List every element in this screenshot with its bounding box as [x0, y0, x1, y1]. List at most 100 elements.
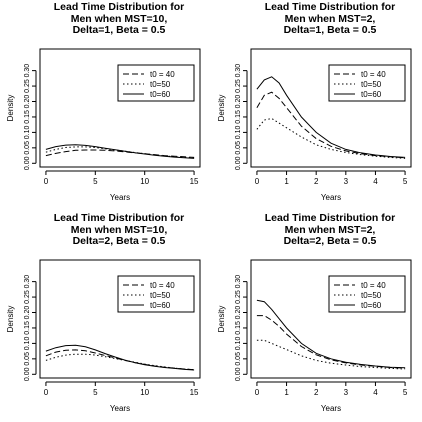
chart-panel-4: Lead Time Distribution for Men when MST=…: [211, 211, 422, 422]
chart-3-plot: 0 5 10 15 Years 0.000.05 0.100.150.20 0.250.30 D…: [6, 259, 201, 413]
chart-title-line: Men when MST=10,: [70, 12, 168, 25]
series-line: [256, 339, 406, 370]
x-tick-label: 0: [44, 177, 49, 186]
x-tick-label: 5: [93, 388, 98, 397]
chart-title-line: Men when MST=2,: [284, 223, 376, 236]
chart-title: Lead Time Distribution for Men when MST=…: [239, 1, 421, 37]
x-tick-label: 4: [373, 388, 378, 397]
x-tick-label: 2: [314, 177, 319, 186]
x-tick-label: 5: [403, 388, 408, 397]
y-tick-label: 0.10: [24, 336, 31, 350]
y-tick-label: 0.30: [235, 64, 242, 78]
y-tick-label: 0.20: [24, 95, 31, 109]
x-tick-label: 4: [373, 177, 378, 186]
y-axis-label: Density: [217, 306, 226, 333]
series-line: [256, 76, 406, 158]
plot-frame: [250, 259, 412, 379]
chart-title-line: Lead Time Distribution for: [264, 212, 396, 224]
x-tick-label: 5: [93, 177, 98, 186]
x-axis-label: Years: [110, 193, 130, 202]
legend-label: t0 = 40: [150, 70, 175, 79]
y-tick-label: 0.25: [235, 79, 242, 93]
y-tick-label: 0.30: [235, 275, 242, 289]
y-tick-label: 0.05: [24, 141, 31, 155]
x-tick-label: 0: [255, 388, 260, 397]
x-tick-label: 2: [314, 388, 319, 397]
chart-title-line: Lead Time Distribution for: [264, 1, 396, 13]
y-tick-label: 0.25: [24, 290, 31, 304]
chart-panel-3: Lead Time Distribution for Men when MST=…: [0, 211, 211, 422]
series-line: [45, 144, 195, 159]
series-line: [256, 117, 406, 159]
y-axis-label: Density: [217, 95, 226, 122]
series-line: [256, 91, 406, 159]
y-axis-label: Density: [6, 95, 15, 122]
legend-label: t0=50: [361, 291, 382, 300]
chart-title: Lead Time Distribution for Men when MST=…: [28, 212, 210, 248]
chart-title-line: Delta=1, Beta = 0.5: [283, 24, 377, 36]
legend-box: [328, 275, 406, 313]
legend-label: t0=50: [361, 80, 382, 89]
legend-label: t0=50: [150, 291, 171, 300]
y-tick-label: 0.05: [235, 141, 242, 155]
x-tick-label: 0: [255, 177, 260, 186]
y-tick-label: 0.20: [235, 95, 242, 109]
legend-label: t0 = 40: [361, 281, 386, 290]
y-tick-label: 0.20: [235, 306, 242, 320]
y-tick-label: 0.20: [24, 306, 31, 320]
x-tick-label: 3: [344, 177, 349, 186]
chart-title: Lead Time Distribution for Men when MST=…: [239, 212, 421, 248]
x-axis-label: Years: [110, 404, 130, 413]
plot-frame: [39, 48, 201, 168]
y-tick-label: 0.15: [235, 321, 242, 335]
legend-label: t0=60: [361, 301, 382, 310]
x-tick-label: 0: [44, 388, 49, 397]
chart-4-plot: 0 1 2 3 4 5 Years 0.000.05 0.100.150.20 0.250.30 D…: [217, 259, 412, 413]
y-tick-label: 0.00: [235, 367, 242, 381]
y-tick-label: 0.10: [235, 125, 242, 139]
chart-title-line: Lead Time Distribution for: [53, 212, 185, 224]
series-line: [45, 344, 195, 371]
x-tick-label: 1: [284, 177, 289, 186]
legend-label: t0=60: [150, 301, 171, 310]
y-tick-label: 0.15: [235, 110, 242, 124]
chart-1-plot: 0 5 10 15 Years 0.000.05 0.100.150.20 0.250.30 D…: [6, 48, 201, 202]
chart-title-line: Delta=2, Beta = 0.5: [283, 235, 377, 247]
y-axis-label: Density: [6, 306, 15, 333]
legend-label: t0=60: [361, 90, 382, 99]
series-line: [45, 149, 195, 158]
series-line: [256, 299, 406, 369]
chart-title-line: Lead Time Distribution for: [53, 1, 185, 13]
y-tick-label: 0.25: [235, 290, 242, 304]
y-tick-label: 0.05: [235, 352, 242, 366]
plot-frame: [39, 259, 201, 379]
chart-panel-1: Lead Time Distribution for Men when MST=…: [0, 0, 211, 211]
legend-box: [117, 64, 195, 102]
chart-title: Lead Time Distribution for Men when MST=…: [28, 1, 210, 37]
legend-box: [117, 275, 195, 313]
y-tick-label: 0.10: [24, 125, 31, 139]
chart-title-line: Men when MST=2,: [284, 12, 376, 25]
x-tick-label: 1: [284, 388, 289, 397]
y-tick-label: 0.05: [24, 352, 31, 366]
y-tick-label: 0.00: [235, 156, 242, 170]
legend-label: t0 = 40: [361, 70, 386, 79]
series-line: [256, 315, 406, 369]
y-tick-label: 0.10: [235, 336, 242, 350]
y-tick-label: 0.00: [24, 156, 31, 170]
x-tick-label: 5: [403, 177, 408, 186]
x-axis-label: Years: [321, 193, 341, 202]
chart-2-plot: 0 1 2 3 4 5 Years 0.000.05 0.100.150.20 0.250.30 D…: [217, 48, 412, 202]
x-tick-label: 3: [344, 388, 349, 397]
series-line: [45, 349, 195, 371]
y-tick-label: 0.30: [24, 64, 31, 78]
chart-title-line: Delta=1, Beta = 0.5: [72, 24, 166, 36]
y-tick-label: 0.15: [24, 321, 31, 335]
x-tick-label: 10: [140, 177, 149, 186]
y-tick-label: 0.00: [24, 367, 31, 381]
y-tick-label: 0.25: [24, 79, 31, 93]
